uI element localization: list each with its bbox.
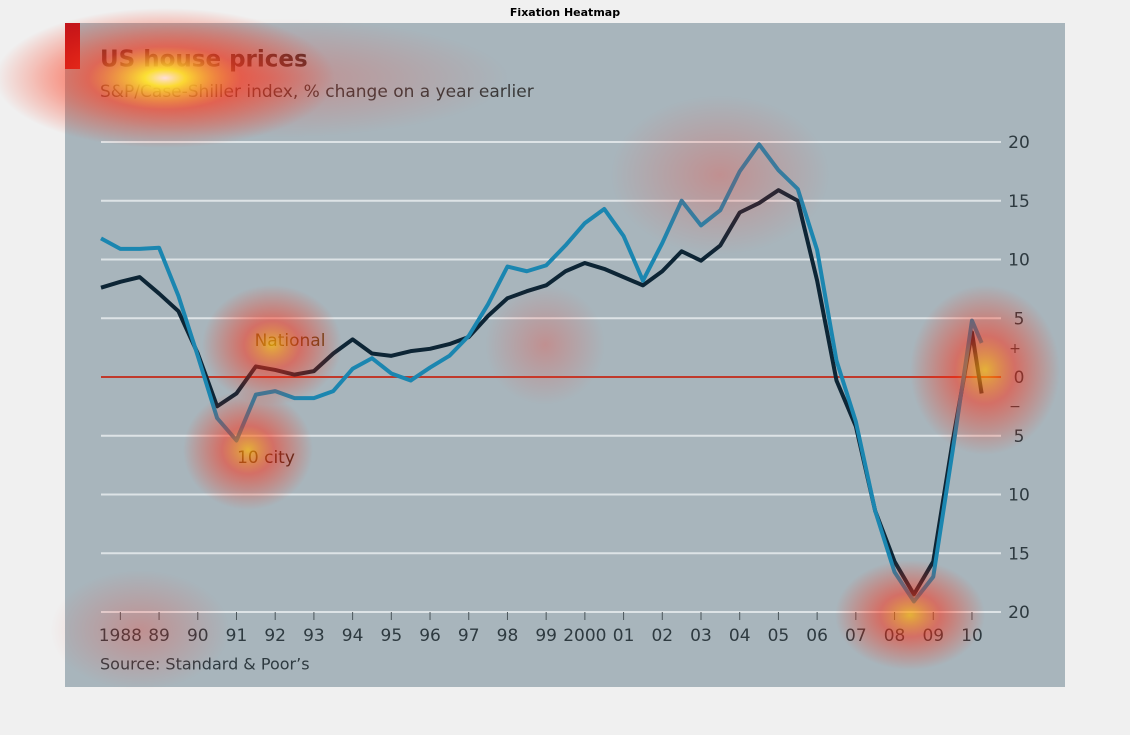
y-tick-label: 15 (1008, 544, 1030, 564)
x-tick-label: 01 (613, 626, 635, 646)
x-tick-label: 96 (419, 626, 441, 646)
fixation-blob (835, 560, 985, 670)
fixation-blob (202, 285, 342, 405)
x-tick-label: 2000 (563, 626, 606, 646)
figure-title: Fixation Heatmap (510, 6, 620, 19)
fixation-blob (30, 18, 510, 138)
x-tick-label: 06 (806, 626, 828, 646)
x-tick-label: 93 (303, 626, 325, 646)
x-tick-label: 91 (226, 626, 248, 646)
x-tick-label: 03 (690, 626, 712, 646)
x-tick-label: 95 (381, 626, 403, 646)
x-tick-label: 92 (264, 626, 286, 646)
fixation-blob (183, 390, 313, 510)
x-tick-label: 04 (729, 626, 751, 646)
fixation-blob (910, 285, 1060, 455)
heatmap-overlay (0, 8, 1060, 690)
y-tick-label: 10 (1008, 251, 1030, 271)
y-tick-label: 20 (1008, 603, 1030, 623)
x-tick-label: 02 (651, 626, 673, 646)
x-tick-label: 98 (497, 626, 519, 646)
fixation-blob (50, 570, 230, 690)
fixation-blob (485, 285, 605, 405)
y-tick-label: 15 (1008, 192, 1030, 212)
y-tick-label: 20 (1008, 133, 1030, 153)
fixation-blob (610, 95, 830, 255)
y-tick-label: 10 (1008, 486, 1030, 506)
x-tick-label: 99 (535, 626, 557, 646)
x-tick-label: 97 (458, 626, 480, 646)
x-tick-label: 05 (768, 626, 790, 646)
x-tick-label: 94 (342, 626, 364, 646)
